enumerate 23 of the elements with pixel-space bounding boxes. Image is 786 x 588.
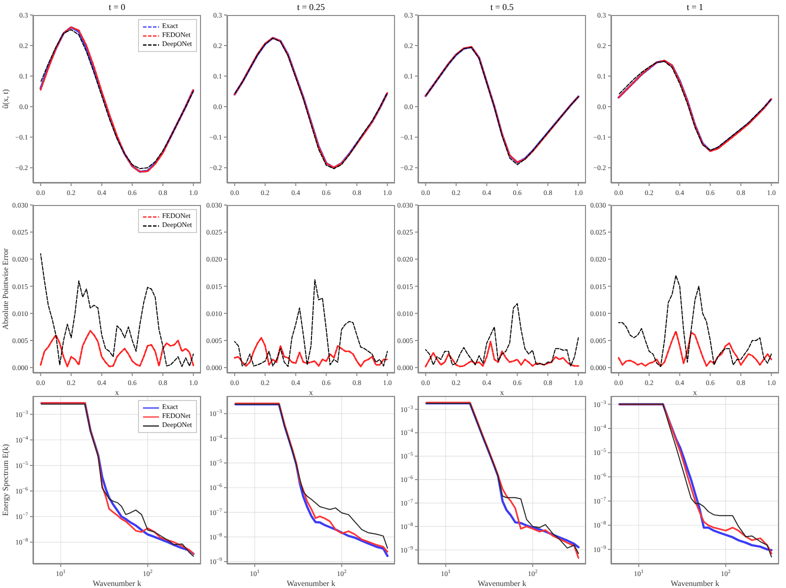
chart-title: t = 1 [686, 2, 704, 13]
chart-title: t = 0 [108, 2, 126, 13]
x-axis-title: Wavenumber k [478, 579, 526, 588]
line-series [234, 279, 388, 367]
chart-title: t = 0.5 [489, 2, 515, 13]
line-series [234, 336, 388, 368]
x-axis-title: x [309, 388, 313, 397]
x-axis-title: x [500, 388, 504, 397]
y-axis-title: û(x, t) [0, 88, 10, 109]
chart-title: t = 0.25 [296, 2, 326, 13]
line-series [40, 330, 194, 368]
x-axis-title: Wavenumber k [286, 579, 336, 588]
line-series [40, 253, 194, 367]
line-series [618, 274, 772, 367]
x-axis-title: x [115, 388, 119, 397]
x-axis-title: Wavenumber k [92, 579, 142, 588]
y-axis-title: Absolute Pointwise Error [0, 248, 10, 330]
line-series [618, 330, 772, 367]
x-axis-title: x [693, 388, 697, 397]
line-series [424, 340, 580, 368]
y-axis-title: Energy Spectrum E(k) [0, 444, 10, 516]
x-axis-title: Wavenumber k [670, 579, 720, 588]
line-series [425, 303, 579, 366]
